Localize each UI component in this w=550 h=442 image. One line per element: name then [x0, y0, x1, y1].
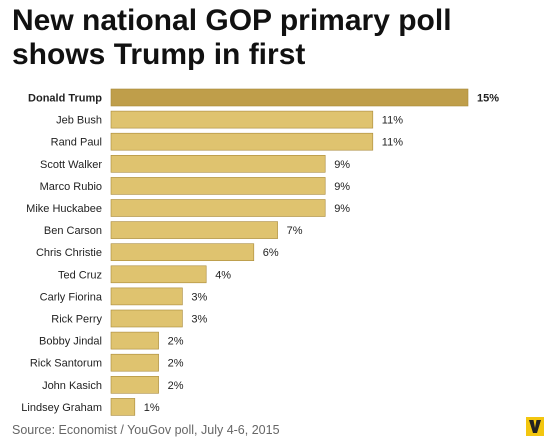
vox-logo-icon: [526, 417, 544, 436]
chart-title: New national GOP primary poll shows Trum…: [12, 4, 542, 72]
category-label-carly-fiorina: Carly Fiorina: [40, 291, 103, 303]
value-label-john-kasich: 2%: [168, 380, 184, 392]
bar-carly-fiorina: [110, 287, 183, 306]
category-label-bobby-jindal: Bobby Jindal: [39, 336, 102, 348]
chart-title-line-1: New national GOP primary poll: [12, 4, 452, 37]
bar-rick-perry: [110, 309, 183, 328]
chart-title-line-2: shows Trump in first: [12, 38, 306, 71]
category-label-rand-paul: Rand Paul: [51, 137, 102, 149]
value-label-rand-paul: 11%: [382, 137, 403, 149]
value-label-ted-cruz: 4%: [215, 269, 231, 281]
category-label-lindsey-graham: Lindsey Graham: [21, 402, 102, 414]
bar-lindsey-graham: [110, 398, 136, 416]
bar-marco-rubio: [110, 177, 326, 195]
category-label-john-kasich: John Kasich: [42, 380, 102, 392]
bar-chris-christie: [110, 243, 255, 261]
value-label-rick-santorum: 2%: [168, 358, 184, 370]
value-label-chris-christie: 6%: [263, 247, 279, 259]
category-label-scott-walker: Scott Walker: [40, 159, 102, 171]
value-label-donald-trump: 15%: [477, 93, 499, 105]
bar-mike-huckabee: [110, 199, 326, 217]
bar-bobby-jindal: [110, 331, 159, 350]
value-label-carly-fiorina: 3%: [191, 291, 207, 303]
value-label-ben-carson: 7%: [287, 225, 303, 237]
source-note: Source: Economist / YouGov poll, July 4-…: [12, 423, 280, 437]
category-label-ted-cruz: Ted Cruz: [58, 269, 102, 281]
bar-jeb-bush: [110, 110, 374, 129]
bar-donald-trump: [110, 88, 469, 107]
category-label-chris-christie: Chris Christie: [36, 247, 102, 259]
category-label-donald-trump: Donald Trump: [28, 93, 102, 105]
value-label-rick-perry: 3%: [191, 314, 207, 326]
bar-scott-walker: [110, 155, 326, 173]
value-label-bobby-jindal: 2%: [168, 336, 184, 348]
category-label-mike-huckabee: Mike Huckabee: [26, 203, 102, 215]
value-label-jeb-bush: 11%: [382, 115, 403, 127]
value-label-lindsey-graham: 1%: [144, 402, 160, 414]
category-label-rick-perry: Rick Perry: [51, 314, 102, 326]
bar-ted-cruz: [110, 265, 207, 284]
value-label-scott-walker: 9%: [334, 159, 350, 171]
category-label-jeb-bush: Jeb Bush: [56, 115, 102, 127]
bar-chart: Donald Trump 15% Jeb Bush 11% Rand Paul 11% Sc…: [21, 88, 499, 416]
category-label-rick-santorum: Rick Santorum: [30, 358, 102, 370]
bar-rand-paul: [110, 132, 374, 151]
value-label-marco-rubio: 9%: [334, 181, 350, 193]
category-label-marco-rubio: Marco Rubio: [40, 181, 102, 193]
bar-john-kasich: [110, 375, 159, 394]
bar-ben-carson: [110, 221, 278, 239]
value-label-mike-huckabee: 9%: [334, 203, 350, 215]
category-label-ben-carson: Ben Carson: [44, 225, 102, 237]
bar-rick-santorum: [110, 353, 159, 372]
